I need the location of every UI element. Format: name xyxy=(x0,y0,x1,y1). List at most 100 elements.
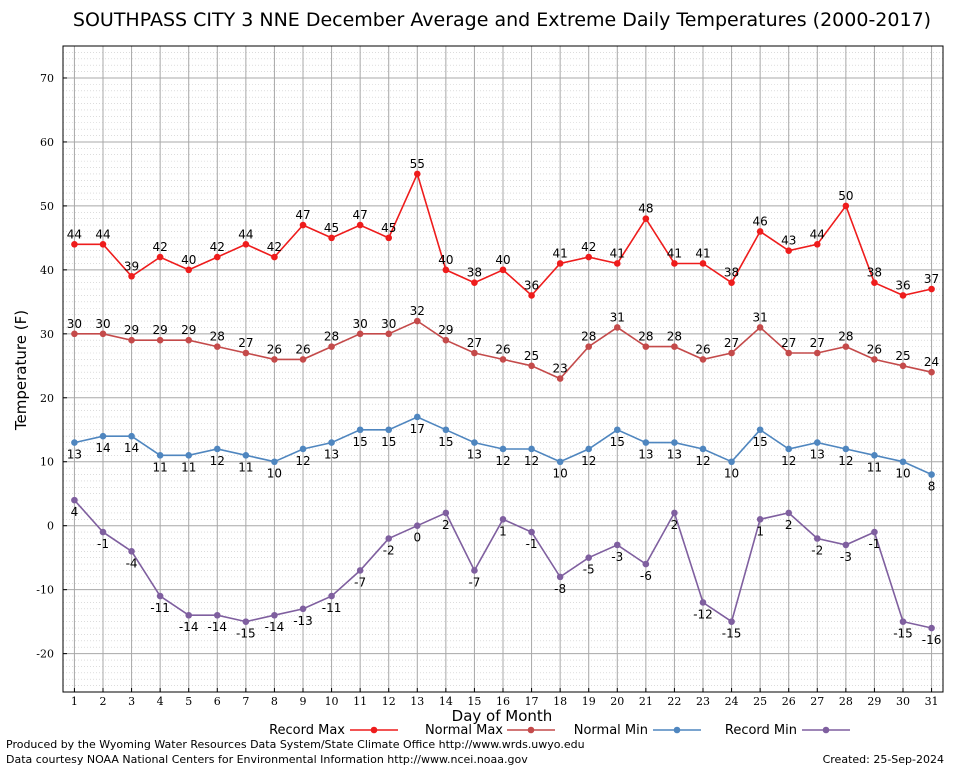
data-label-record-min: -14 xyxy=(179,620,199,634)
data-label-normal-max: 24 xyxy=(924,355,939,369)
data-label-record-min: -1 xyxy=(868,537,880,551)
data-label-normal-min: 12 xyxy=(695,454,710,468)
data-point-record-max xyxy=(642,215,650,222)
data-label-record-max: 39 xyxy=(124,259,139,273)
data-point-record-max xyxy=(299,221,307,229)
data-label-record-max: 44 xyxy=(95,227,110,241)
data-label-normal-max: 26 xyxy=(295,342,310,356)
data-label-normal-min: 14 xyxy=(95,441,110,455)
x-tick-label: 23 xyxy=(696,695,710,708)
data-point-record-min xyxy=(499,516,507,523)
data-label-record-min: 2 xyxy=(442,518,450,532)
data-label-record-max: 40 xyxy=(181,253,196,267)
data-point-record-max xyxy=(899,292,907,299)
data-point-record-max xyxy=(528,292,535,299)
data-label-record-max: 36 xyxy=(524,278,539,292)
data-point-normal-min xyxy=(585,445,593,453)
data-point-normal-min xyxy=(413,413,421,421)
data-point-record-min xyxy=(299,605,307,613)
data-label-record-max: 55 xyxy=(410,157,425,171)
data-point-record-max xyxy=(756,228,764,235)
y-tick-label: -20 xyxy=(36,648,54,661)
data-label-record-max: 41 xyxy=(610,246,625,260)
data-point-normal-max xyxy=(642,343,650,350)
major-grid xyxy=(63,46,943,692)
data-point-record-min xyxy=(385,535,393,542)
data-point-record-max xyxy=(185,266,193,274)
data-label-record-min: -11 xyxy=(150,601,170,615)
data-point-record-max xyxy=(728,279,735,286)
data-point-normal-min xyxy=(728,458,735,466)
x-tick-label: 30 xyxy=(896,695,910,708)
x-tick-label: 10 xyxy=(325,695,339,708)
data-label-record-max: 45 xyxy=(324,221,339,235)
data-label-record-max: 42 xyxy=(210,240,225,254)
series-record-min: 4-1-4-11-14 -14 -15 -14 -13-11-7-202-71-1-8-… xyxy=(71,496,941,647)
legend-marker xyxy=(673,726,681,734)
x-tick-label: 25 xyxy=(753,695,767,708)
data-point-record-min xyxy=(471,567,478,574)
data-point-normal-min xyxy=(213,445,221,453)
footer-producer: Produced by the Wyoming Water Resources … xyxy=(6,738,585,751)
y-tick-label: 60 xyxy=(40,136,54,149)
x-tick-label: 27 xyxy=(810,695,824,708)
data-point-normal-max xyxy=(356,330,364,338)
data-label-normal-min: 13 xyxy=(67,448,82,462)
y-tick-label: 70 xyxy=(40,72,54,85)
data-point-normal-max xyxy=(242,349,250,357)
data-point-record-max xyxy=(271,253,278,261)
x-tick-label: 14 xyxy=(439,695,453,708)
data-point-record-max xyxy=(813,240,821,248)
data-label-record-min: -1 xyxy=(97,537,109,551)
data-label-normal-min: 15 xyxy=(610,435,625,449)
data-point-record-min xyxy=(185,611,193,619)
x-tick-label: 7 xyxy=(242,695,249,708)
data-label-record-min: -14 xyxy=(207,620,227,634)
data-label-normal-min: 10 xyxy=(553,467,568,481)
data-label-normal-max: 27 xyxy=(810,336,825,350)
data-label-record-min: -3 xyxy=(611,550,623,564)
data-point-normal-max xyxy=(585,343,593,350)
data-label-normal-min: 12 xyxy=(495,454,510,468)
data-point-record-min xyxy=(813,535,821,542)
data-point-normal-min xyxy=(71,439,78,446)
data-point-record-min xyxy=(71,496,78,504)
data-point-normal-max xyxy=(471,349,478,357)
data-point-record-min xyxy=(871,528,878,536)
data-label-normal-min: 13 xyxy=(810,448,825,462)
x-tick-label: 9 xyxy=(300,695,307,708)
legend-label: Normal Max xyxy=(425,723,503,738)
data-point-record-max xyxy=(99,240,107,248)
data-label-record-min: 1 xyxy=(756,524,764,538)
data-label-record-min: -15 xyxy=(893,627,913,641)
data-point-normal-max xyxy=(185,336,193,344)
data-point-record-min xyxy=(899,618,907,625)
data-label-record-max: 46 xyxy=(753,214,768,228)
data-point-record-min xyxy=(642,560,650,568)
data-label-normal-max: 30 xyxy=(353,317,368,331)
data-point-record-min xyxy=(528,528,535,536)
data-label-record-min: 2 xyxy=(671,518,679,532)
data-point-normal-max xyxy=(871,356,878,363)
data-point-normal-max xyxy=(442,336,450,344)
data-point-normal-max xyxy=(728,349,735,357)
data-point-record-min xyxy=(156,592,164,600)
data-point-record-max xyxy=(785,247,793,254)
data-point-record-max xyxy=(699,260,707,267)
y-tick-label: 20 xyxy=(40,392,54,405)
data-label-normal-max: 31 xyxy=(753,310,768,324)
x-tick-label: 20 xyxy=(610,695,624,708)
data-point-record-max xyxy=(613,260,621,267)
y-tick-label: 0 xyxy=(47,520,54,533)
data-point-normal-max xyxy=(556,375,564,382)
data-point-record-max xyxy=(242,240,250,248)
y-axis-ticks: -20 -10 0 10 20 30 40 50 60 70 xyxy=(36,72,67,661)
data-label-normal-min: 10 xyxy=(895,467,910,481)
data-label-normal-min: 8 xyxy=(928,480,936,494)
data-label-record-min: -4 xyxy=(126,556,138,570)
footer-data-source: Data courtesy NOAA National Centers for … xyxy=(6,753,528,766)
x-tick-label: 19 xyxy=(582,695,596,708)
data-label-record-max: 41 xyxy=(667,246,682,260)
data-point-record-max xyxy=(71,240,78,248)
data-point-normal-max xyxy=(842,343,850,350)
